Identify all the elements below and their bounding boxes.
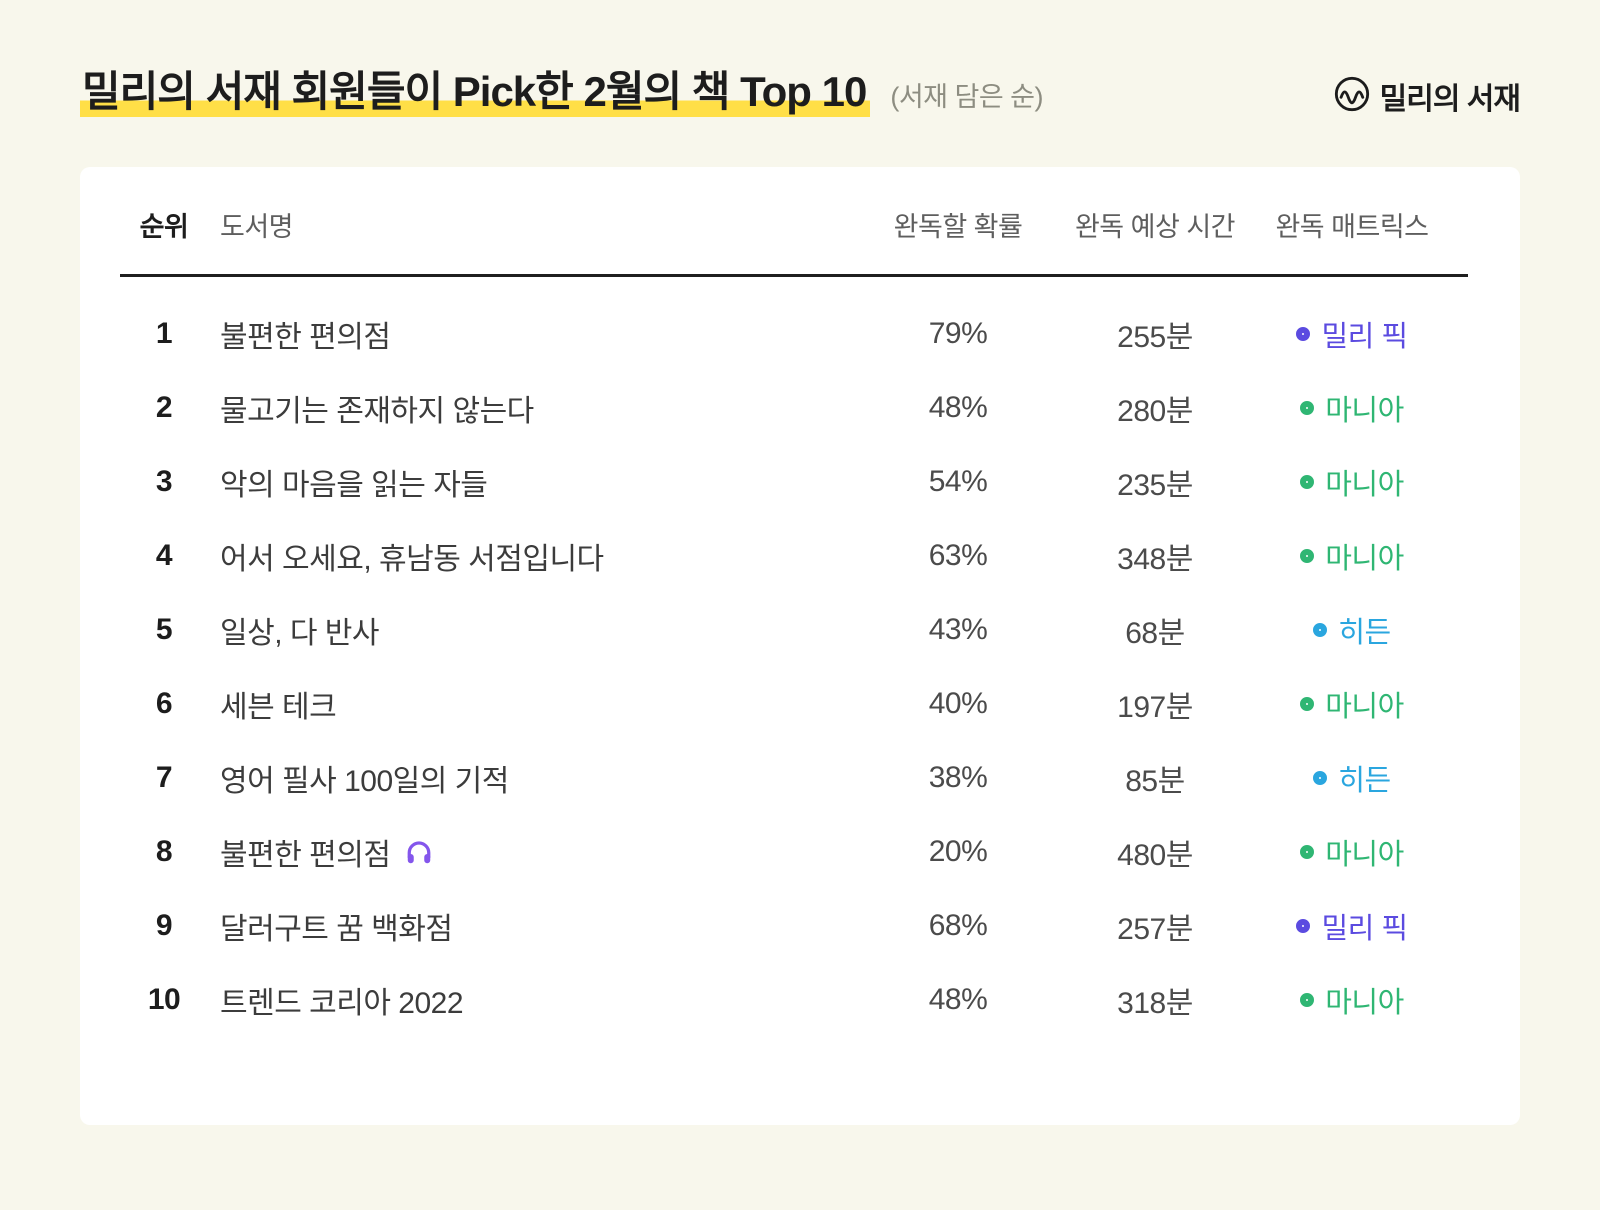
table-body: 1 불편한 편의점 79% 255분 밀리 픽 2 물고기는 존재하지 않는다 … <box>120 297 1468 1037</box>
time-cell: 348분 <box>1117 542 1193 576</box>
book-title-cell: 달러구트 꿈 백화점 <box>220 912 453 946</box>
col-header-book-title: 도서명 <box>220 211 294 242</box>
probability-cell: 40% <box>928 686 988 720</box>
badge-label: 밀리 픽 <box>1321 320 1408 353</box>
brand-name: 밀리의 서재 <box>1379 83 1521 116</box>
page-header: 밀리의 서재 회원들이 Pick한 2월의 책 Top 10 (서재 담은 순)… <box>80 66 1521 119</box>
badge-label: 히든 <box>1338 764 1391 797</box>
badge-ring-icon <box>1313 622 1328 637</box>
badge-label: 마니아 <box>1325 468 1404 501</box>
badge-ring-icon <box>1300 474 1315 489</box>
badge-label: 마니아 <box>1325 690 1404 723</box>
time-cell: 480분 <box>1117 838 1193 872</box>
table-row: 5 일상, 다 반사 43% 68분 히든 <box>120 593 1468 667</box>
completion-badge: 히든 <box>1236 609 1468 651</box>
table-row: 4 어서 오세요, 휴남동 서점입니다 63% 348분 마니아 <box>120 519 1468 593</box>
time-cell: 257분 <box>1117 912 1193 946</box>
rank-cell: 8 <box>155 834 173 868</box>
probability-cell: 54% <box>928 464 988 498</box>
book-title-cell: 일상, 다 반사 <box>220 616 380 650</box>
completion-badge: 히든 <box>1236 757 1468 799</box>
book-title-cell: 영어 필사 100일의 기적 <box>220 764 509 798</box>
rank-cell: 4 <box>155 538 173 572</box>
time-cell: 197분 <box>1117 690 1193 724</box>
badge-label: 마니아 <box>1325 394 1404 427</box>
rank-cell: 1 <box>155 316 173 350</box>
badge-ring-icon <box>1300 844 1315 859</box>
table-row: 2 물고기는 존재하지 않는다 48% 280분 마니아 <box>120 371 1468 445</box>
probability-cell: 43% <box>928 612 988 646</box>
badge-label: 마니아 <box>1325 542 1404 575</box>
badge-label: 밀리 픽 <box>1321 912 1408 945</box>
rank-cell: 9 <box>155 908 173 942</box>
badge-ring-icon <box>1296 326 1311 341</box>
probability-cell: 79% <box>928 316 988 350</box>
millie-wave-logo-icon <box>1333 75 1371 118</box>
probability-cell: 48% <box>928 390 988 424</box>
page-title: 밀리의 서재 회원들이 Pick한 2월의 책 Top 10 <box>80 66 871 119</box>
page-subtitle: (서재 담은 순) <box>890 82 1044 112</box>
col-header-matrix: 완독 매트릭스 <box>1275 211 1429 242</box>
book-title-cell: 불편한 편의점 <box>208 830 842 874</box>
book-title-cell: 트렌드 코리아 2022 <box>220 986 464 1020</box>
completion-badge: 밀리 픽 <box>1236 313 1468 355</box>
badge-ring-icon <box>1300 696 1315 711</box>
probability-cell: 63% <box>928 538 988 572</box>
completion-badge: 마니아 <box>1236 683 1468 725</box>
completion-badge: 마니아 <box>1236 979 1468 1021</box>
table-row: 6 세븐 테크 40% 197분 마니아 <box>120 667 1468 741</box>
probability-cell: 48% <box>928 982 988 1016</box>
rank-cell: 7 <box>155 760 173 794</box>
brand-logo: 밀리의 서재 <box>1333 66 1521 118</box>
rank-cell: 5 <box>155 612 173 646</box>
col-header-probability: 완독할 확률 <box>893 211 1023 242</box>
book-title-cell: 물고기는 존재하지 않는다 <box>220 394 534 428</box>
time-cell: 68분 <box>1125 616 1185 650</box>
table-header-row: 순위 도서명 완독할 확률 완독 예상 시간 완독 매트릭스 <box>120 203 1468 277</box>
badge-ring-icon <box>1300 400 1315 415</box>
table-row: 1 불편한 편의점 79% 255분 밀리 픽 <box>120 297 1468 371</box>
rank-cell: 10 <box>147 982 181 1016</box>
badge-label: 마니아 <box>1325 838 1404 871</box>
book-title-cell: 불편한 편의점 <box>220 320 391 354</box>
book-title-cell: 어서 오세요, 휴남동 서점입니다 <box>220 542 604 576</box>
col-header-time: 완독 예상 시간 <box>1074 211 1236 242</box>
table-row: 9 달러구트 꿈 백화점 68% 257분 밀리 픽 <box>120 889 1468 963</box>
time-cell: 235분 <box>1117 468 1193 502</box>
ranking-card: 순위 도서명 완독할 확률 완독 예상 시간 완독 매트릭스 1 불편한 편의점… <box>80 166 1520 1125</box>
page: 밀리의 서재 회원들이 Pick한 2월의 책 Top 10 (서재 담은 순)… <box>80 66 1521 1125</box>
completion-badge: 마니아 <box>1236 535 1468 577</box>
rank-cell: 2 <box>155 390 173 424</box>
completion-badge: 마니아 <box>1236 387 1468 429</box>
badge-ring-icon <box>1296 918 1311 933</box>
badge-ring-icon <box>1313 770 1328 785</box>
probability-cell: 68% <box>928 908 988 942</box>
time-cell: 85분 <box>1125 764 1185 798</box>
table-row: 3 악의 마음을 읽는 자들 54% 235분 마니아 <box>120 445 1468 519</box>
table-row: 8 불편한 편의점 20% 480분 마니아 <box>120 815 1468 889</box>
rank-cell: 3 <box>155 464 173 498</box>
headphones-icon <box>404 837 434 867</box>
title-block: 밀리의 서재 회원들이 Pick한 2월의 책 Top 10 (서재 담은 순) <box>80 66 1044 119</box>
time-cell: 255분 <box>1117 320 1193 354</box>
table-row: 7 영어 필사 100일의 기적 38% 85분 히든 <box>120 741 1468 815</box>
badge-ring-icon <box>1300 992 1315 1007</box>
time-cell: 318분 <box>1117 986 1193 1020</box>
completion-badge: 마니아 <box>1236 831 1468 873</box>
badge-label: 마니아 <box>1325 986 1404 1019</box>
probability-cell: 38% <box>928 760 988 794</box>
rank-cell: 6 <box>155 686 173 720</box>
badge-ring-icon <box>1300 548 1315 563</box>
probability-cell: 20% <box>928 834 988 868</box>
completion-badge: 마니아 <box>1236 461 1468 503</box>
book-title-cell: 악의 마음을 읽는 자들 <box>220 468 488 502</box>
book-title-cell: 세븐 테크 <box>220 690 337 724</box>
table-row: 10 트렌드 코리아 2022 48% 318분 마니아 <box>120 963 1468 1037</box>
completion-badge: 밀리 픽 <box>1236 905 1468 947</box>
time-cell: 280분 <box>1117 394 1193 428</box>
col-header-rank: 순위 <box>139 211 189 242</box>
page-title-highlight: 밀리의 서재 회원들이 Pick한 2월의 책 Top 10 <box>80 68 871 117</box>
badge-label: 히든 <box>1338 616 1391 649</box>
